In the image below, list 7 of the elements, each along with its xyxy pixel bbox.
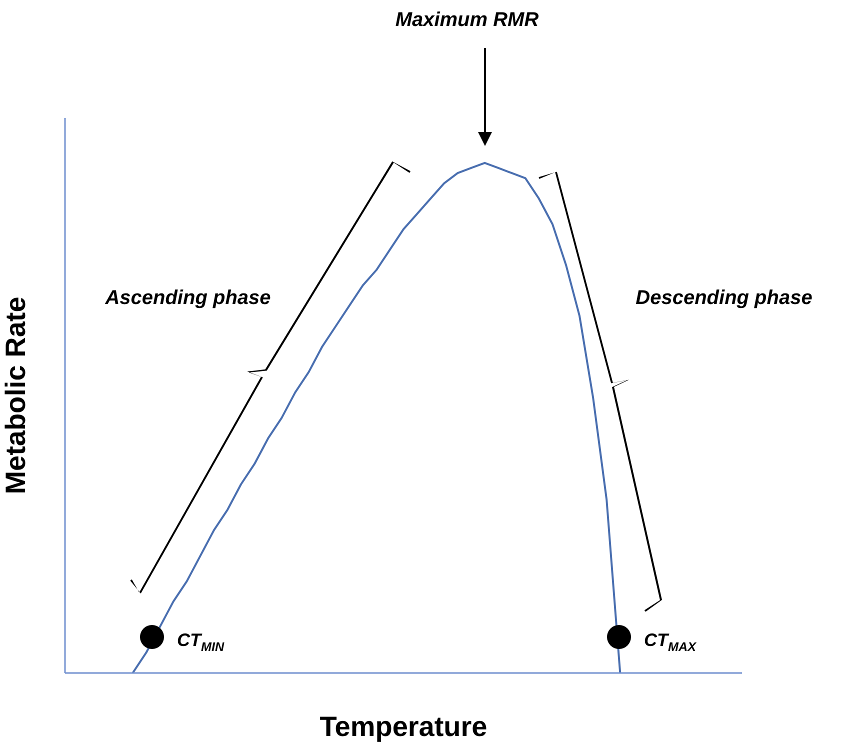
annotation: Ascending phase — [104, 287, 272, 310]
annotation: CT$_{MAX}$ — [644, 630, 698, 654]
y-axis-title: Metabolic Rate — [0, 296, 31, 494]
text: Maximum RMR — [394, 9, 540, 32]
annotation: CT$_{MIN}$ — [177, 630, 225, 654]
x-axis-title: Temperature — [320, 711, 488, 742]
annotation: Descending phase — [634, 287, 814, 310]
